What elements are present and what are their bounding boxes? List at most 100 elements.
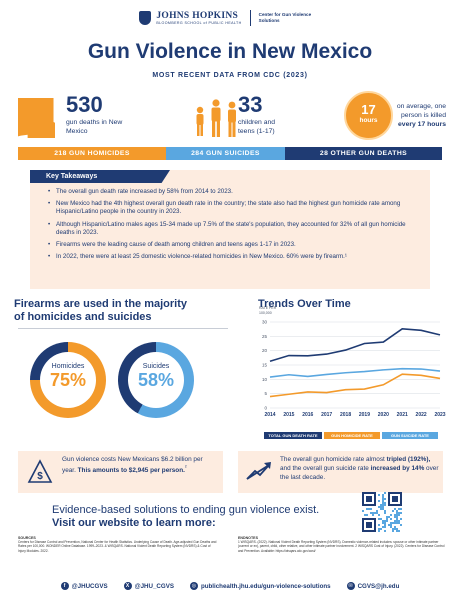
qr-module [368, 508, 370, 510]
rate-label-line2: 100,000 [259, 310, 272, 315]
key-takeaways-heading: Key Takeaways [30, 170, 170, 183]
qr-module [396, 522, 398, 524]
qr-module [396, 528, 398, 530]
trends-title: Trends Over Time [258, 298, 351, 310]
qr-module [380, 518, 382, 520]
suicides-donut-value: 58% [137, 370, 175, 390]
trend-text-2: tripled (192%), [386, 456, 431, 463]
y-tick-label: 20 [262, 348, 268, 353]
qr-module [396, 514, 398, 516]
hours-label-text: on average, one person is killed [396, 103, 446, 119]
x-tick-label: 2022 [416, 412, 427, 418]
qr-module [386, 518, 388, 520]
qr-module [384, 498, 386, 500]
website-url: publichealth.jhu.edu/gun-violence-soluti… [200, 582, 331, 590]
hours-label: on average, one person is killed every 1… [388, 102, 446, 129]
footer-email[interactable]: ✉ CGVS@jh.edu [346, 582, 400, 590]
facebook-handle: @JHUCGVS [71, 582, 108, 590]
qr-module [378, 528, 380, 530]
section-divider [18, 328, 228, 329]
series-line [269, 328, 441, 363]
endnotes-text: 1 WISQARS. (2022). National Violent Deat… [238, 540, 445, 553]
email-address: CGVS@jh.edu [357, 582, 400, 590]
qr-module [382, 522, 384, 524]
qr-module [362, 510, 364, 512]
x-tick-label: 2016 [302, 412, 313, 418]
homicides-bar: 218 GUN HOMICIDES [18, 147, 166, 160]
series-line [269, 367, 441, 378]
homicides-donut-label: Homicides [51, 363, 85, 370]
hours-value: 17 [361, 102, 376, 117]
x-tick-label: 2017 [321, 412, 332, 418]
qr-module [384, 510, 386, 512]
x-tick-label: 2014 [264, 412, 275, 418]
qr-module [378, 500, 380, 502]
globe-icon: ◎ [189, 582, 198, 590]
deaths-value: 530 [66, 92, 103, 117]
footer-facebook[interactable]: f @JHUCGVS [60, 582, 108, 590]
qr-module [398, 520, 400, 522]
homicides-donut-center: Homicides 75% [40, 352, 96, 408]
qr-module [398, 530, 400, 532]
qr-module [380, 504, 382, 506]
key-takeaways-list: The overall gun death rate increased by … [48, 188, 422, 265]
qr-module [382, 498, 384, 500]
qr-module [382, 494, 384, 496]
takeaway-item: New Mexico had the 4th highest overall g… [48, 200, 422, 216]
cost-text: Gun violence costs New Mexicans $6.2 bil… [62, 455, 218, 475]
hours-unit: hours [359, 117, 378, 124]
qr-module [390, 524, 392, 526]
y-tick-label: 30 [262, 320, 268, 325]
qr-module [386, 520, 388, 522]
qr-module [396, 520, 398, 522]
qr-module [384, 502, 386, 504]
qr-module [378, 518, 380, 520]
sources: SOURCES Centers for Disease Control and … [18, 536, 218, 553]
children-value: 33 [238, 92, 263, 117]
x-icon: X [123, 582, 132, 590]
trend-text-1: The overall gun homicide rate almost [280, 456, 385, 463]
x-tick-label: 2019 [359, 412, 370, 418]
y-tick-label: 25 [262, 334, 268, 339]
qr-module [398, 512, 400, 514]
dollar-icon: $ [27, 459, 53, 483]
header-divider [249, 10, 251, 26]
qr-module [382, 496, 384, 498]
qr-code[interactable] [362, 492, 402, 532]
trend-text-5: over the last decade. [280, 465, 439, 481]
footer: f @JHUCGVS X @JHU_CGVS ◎ publichealth.jhu.e… [0, 578, 460, 594]
key-takeaways-panel: Key Takeaways The overall gun death rate… [30, 170, 430, 289]
qr-module [384, 526, 386, 528]
qr-module [396, 512, 398, 514]
takeaway-item: Although Hispanic/Latino males ages 15-3… [48, 221, 422, 237]
new-mexico-map-icon [18, 98, 55, 138]
qr-module [378, 506, 380, 508]
qr-module [382, 526, 384, 528]
cta-website-link[interactable]: Visit our website to learn more: [52, 517, 216, 529]
cost-box: $ Gun violence costs New Mexicans $6.2 b… [18, 451, 223, 493]
qr-module [392, 528, 394, 530]
footer-x[interactable]: X @JHU_CGVS [123, 582, 174, 590]
trends-line-chart: 0 5 10 15 20 25 30 2014 2015 2016 2017 2018 2019 2020… [262, 320, 446, 419]
university-name: JOHNS HOPKINS [156, 10, 239, 21]
firearms-section-title: Firearms are used in the majority of hom… [14, 298, 187, 324]
qr-module [394, 520, 396, 522]
qr-module [378, 530, 380, 532]
firearms-title-line1: Firearms are used in the majority [14, 298, 188, 310]
jhu-logo: JOHNS HOPKINS BLOOMBERG SCHOOL of PUBLIC… [156, 11, 241, 26]
stats-row: 530 gun deaths in New Mexico 33 children… [18, 90, 446, 146]
homicides-donut: Homicides 75% [30, 342, 106, 418]
qr-module [390, 526, 392, 528]
qr-module [364, 514, 366, 516]
qr-module [384, 512, 386, 514]
qr-module [398, 522, 400, 524]
rate-label: RATE PER 100,000 [259, 306, 276, 315]
series-line [269, 373, 441, 398]
qr-module [388, 516, 390, 518]
footer-website[interactable]: ◎ publichealth.jhu.edu/gun-violence-solut… [189, 582, 331, 590]
suicides-bar: 284 GUN SUICIDES [166, 147, 285, 160]
qr-module [382, 500, 384, 502]
homicides-donut-value: 75% [49, 370, 87, 390]
qr-finder [392, 496, 398, 502]
qr-module [378, 524, 380, 526]
